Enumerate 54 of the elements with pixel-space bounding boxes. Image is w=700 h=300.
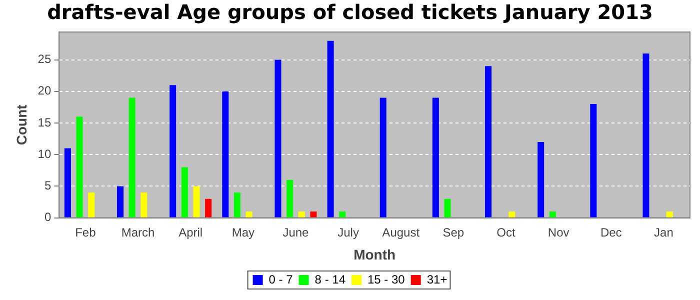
bar — [128, 98, 136, 218]
y-tick-label: 20 — [38, 84, 52, 98]
y-tick-label: 0 — [44, 210, 52, 224]
x-tick-label: Sep — [442, 225, 464, 240]
bar — [485, 66, 492, 218]
legend-label: 15 - 30 — [367, 272, 406, 286]
legend-label: 8 - 14 — [314, 272, 346, 286]
bar — [549, 211, 556, 218]
x-tick-label: Nov — [548, 225, 570, 240]
bar — [590, 104, 597, 218]
bar — [444, 198, 451, 218]
chart-title: drafts-eval Age groups of closed tickets January 2013 — [47, 0, 653, 24]
bar — [432, 98, 439, 218]
x-tick-label: August — [382, 225, 420, 240]
x-tick-label: Oct — [496, 225, 516, 240]
bar — [327, 40, 334, 218]
bar — [246, 211, 252, 218]
y-tick-label: 25 — [38, 52, 52, 66]
bar — [286, 180, 294, 218]
y-tick-label: 10 — [38, 146, 52, 161]
bar — [193, 186, 200, 218]
bar — [222, 91, 229, 218]
y-tick-label: 5 — [44, 178, 52, 193]
bar — [642, 53, 650, 218]
bar — [140, 192, 148, 218]
x-tick-label: March — [121, 225, 155, 240]
x-tick-label: July — [338, 225, 359, 240]
bar — [88, 192, 95, 218]
bar — [298, 211, 305, 218]
bar — [339, 211, 346, 218]
bar — [538, 142, 544, 218]
x-tick-label: Jan — [654, 225, 674, 240]
x-tick-label: Dec — [600, 225, 622, 240]
x-tick-label: June — [282, 225, 310, 240]
bar — [508, 211, 516, 218]
y-tick-label: 15 — [38, 115, 52, 130]
x-axis-title: Month — [354, 246, 396, 262]
bar — [205, 198, 212, 218]
legend-label: 31+ — [426, 272, 448, 286]
bar — [666, 211, 673, 218]
bar — [380, 98, 386, 218]
x-tick-label: April — [178, 225, 203, 240]
bar — [76, 116, 83, 218]
bar — [181, 167, 188, 218]
legend-label: 0 - 7 — [268, 272, 294, 286]
y-axis-title: Count — [13, 104, 30, 146]
bar — [274, 60, 282, 218]
bar — [234, 192, 240, 218]
bar — [64, 148, 71, 218]
bar — [310, 211, 317, 218]
x-tick-label: Feb — [75, 225, 96, 240]
bar — [170, 85, 176, 218]
bar — [117, 186, 124, 218]
x-tick-label: May — [232, 225, 254, 240]
